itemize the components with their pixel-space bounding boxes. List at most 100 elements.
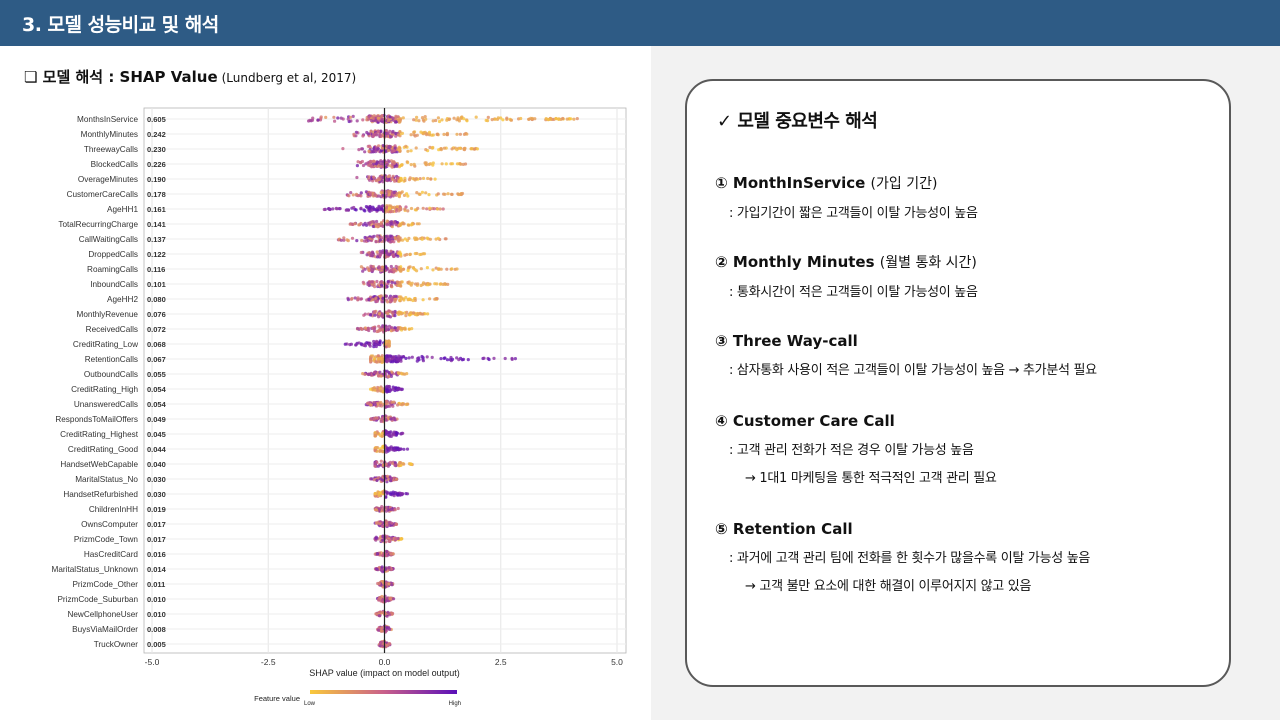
shap-point — [372, 114, 376, 118]
shap-point — [377, 614, 382, 618]
shap-point — [392, 294, 396, 299]
feature-row: UnansweredCalls 0.054 — [74, 399, 410, 409]
shap-point — [385, 219, 389, 223]
importance-value: 0.116 — [147, 265, 165, 274]
shap-point — [456, 192, 460, 196]
shap-point — [372, 175, 376, 179]
shap-point — [343, 342, 347, 346]
shap-point — [499, 116, 503, 120]
shap-point — [374, 162, 378, 166]
feature-row: CreditRating_Low 0.068 — [73, 339, 391, 349]
shap-point — [421, 312, 425, 316]
importance-value: 0.101 — [147, 280, 166, 289]
shap-point — [387, 566, 391, 570]
shap-point — [385, 523, 389, 527]
shap-point — [389, 434, 393, 438]
item-heading-text: ⑤ Retention Call — [715, 520, 853, 538]
shap-point — [377, 194, 381, 198]
shap-point — [351, 193, 355, 197]
shap-point — [455, 132, 459, 136]
shap-point — [397, 179, 401, 184]
shap-point — [397, 209, 401, 213]
interpretation-item: ③ Three Way-call : 삼자통화 사용이 적은 고객들이 이탈 가… — [715, 332, 1215, 378]
shap-point — [397, 251, 401, 255]
shap-point — [379, 222, 383, 226]
shap-point — [400, 131, 404, 135]
shap-point — [374, 342, 378, 347]
shap-point — [367, 115, 371, 119]
shap-point — [367, 175, 371, 179]
shap-point — [372, 220, 376, 224]
shap-point — [402, 327, 406, 331]
shap-point — [418, 192, 422, 196]
feature-label: RoamingCalls — [87, 265, 138, 274]
shap-point — [377, 176, 381, 180]
shap-point — [338, 207, 342, 211]
shap-point — [377, 493, 381, 497]
shap-point — [390, 165, 394, 169]
shap-point — [407, 297, 412, 301]
shap-point — [353, 296, 357, 300]
shap-point — [391, 387, 396, 391]
shap-point — [379, 400, 383, 405]
shap-point — [380, 354, 384, 358]
shap-point — [431, 145, 435, 150]
shap-point — [435, 132, 439, 136]
shap-point — [379, 190, 383, 195]
shap-point — [378, 449, 382, 453]
shap-point — [410, 327, 414, 331]
shap-point — [392, 597, 396, 601]
shap-point — [360, 238, 364, 243]
shap-point — [420, 237, 424, 241]
shap-point — [373, 431, 377, 435]
shap-point — [385, 340, 389, 344]
feature-row: CreditRating_Highest 0.045 — [60, 429, 405, 439]
shap-point — [388, 613, 392, 617]
feature-row: AgeHH2 0.080 — [107, 294, 439, 304]
shap-point — [373, 370, 377, 374]
importance-value: 0.054 — [147, 385, 167, 394]
shap-point — [400, 403, 404, 407]
shap-point — [418, 311, 422, 315]
shap-point — [487, 357, 491, 362]
shap-point — [391, 174, 395, 178]
shap-point — [414, 146, 418, 150]
shap-point — [369, 387, 373, 391]
shap-point — [385, 131, 389, 136]
shap-point — [393, 298, 397, 302]
shap-point — [380, 565, 384, 569]
shap-point — [381, 175, 385, 180]
shap-point — [376, 235, 380, 239]
importance-value: 0.055 — [147, 370, 166, 379]
shap-point — [418, 252, 422, 257]
shap-point — [530, 116, 535, 121]
shap-point — [386, 300, 390, 304]
shap-point — [421, 176, 426, 180]
section-title-text: ❏ 모델 해석 : SHAP Value — [24, 68, 218, 86]
shap-point — [362, 239, 367, 243]
shap-point — [371, 191, 375, 196]
shap-point — [407, 356, 411, 360]
shap-point — [374, 508, 378, 512]
shap-point — [396, 356, 400, 360]
feature-row: ChildrenInHH 0.019 — [89, 505, 400, 514]
shap-point — [423, 115, 427, 119]
shap-point — [369, 220, 373, 224]
shap-point — [436, 192, 440, 196]
shap-point — [366, 132, 370, 136]
shap-point — [413, 236, 417, 240]
shap-point — [372, 159, 376, 163]
shap-point — [386, 464, 390, 468]
x-tick-label: 0.0 — [379, 657, 391, 667]
shap-point — [380, 360, 385, 364]
shap-point — [379, 629, 383, 633]
importance-value: 0.068 — [147, 340, 166, 349]
importance-value: 0.049 — [147, 415, 166, 424]
shap-point — [411, 311, 416, 315]
shap-point — [346, 117, 350, 121]
shap-point — [450, 162, 454, 166]
shap-point — [440, 118, 444, 122]
feature-label: ThreewayCalls — [84, 145, 138, 154]
importance-value: 0.072 — [147, 325, 166, 334]
shap-point — [375, 521, 379, 525]
